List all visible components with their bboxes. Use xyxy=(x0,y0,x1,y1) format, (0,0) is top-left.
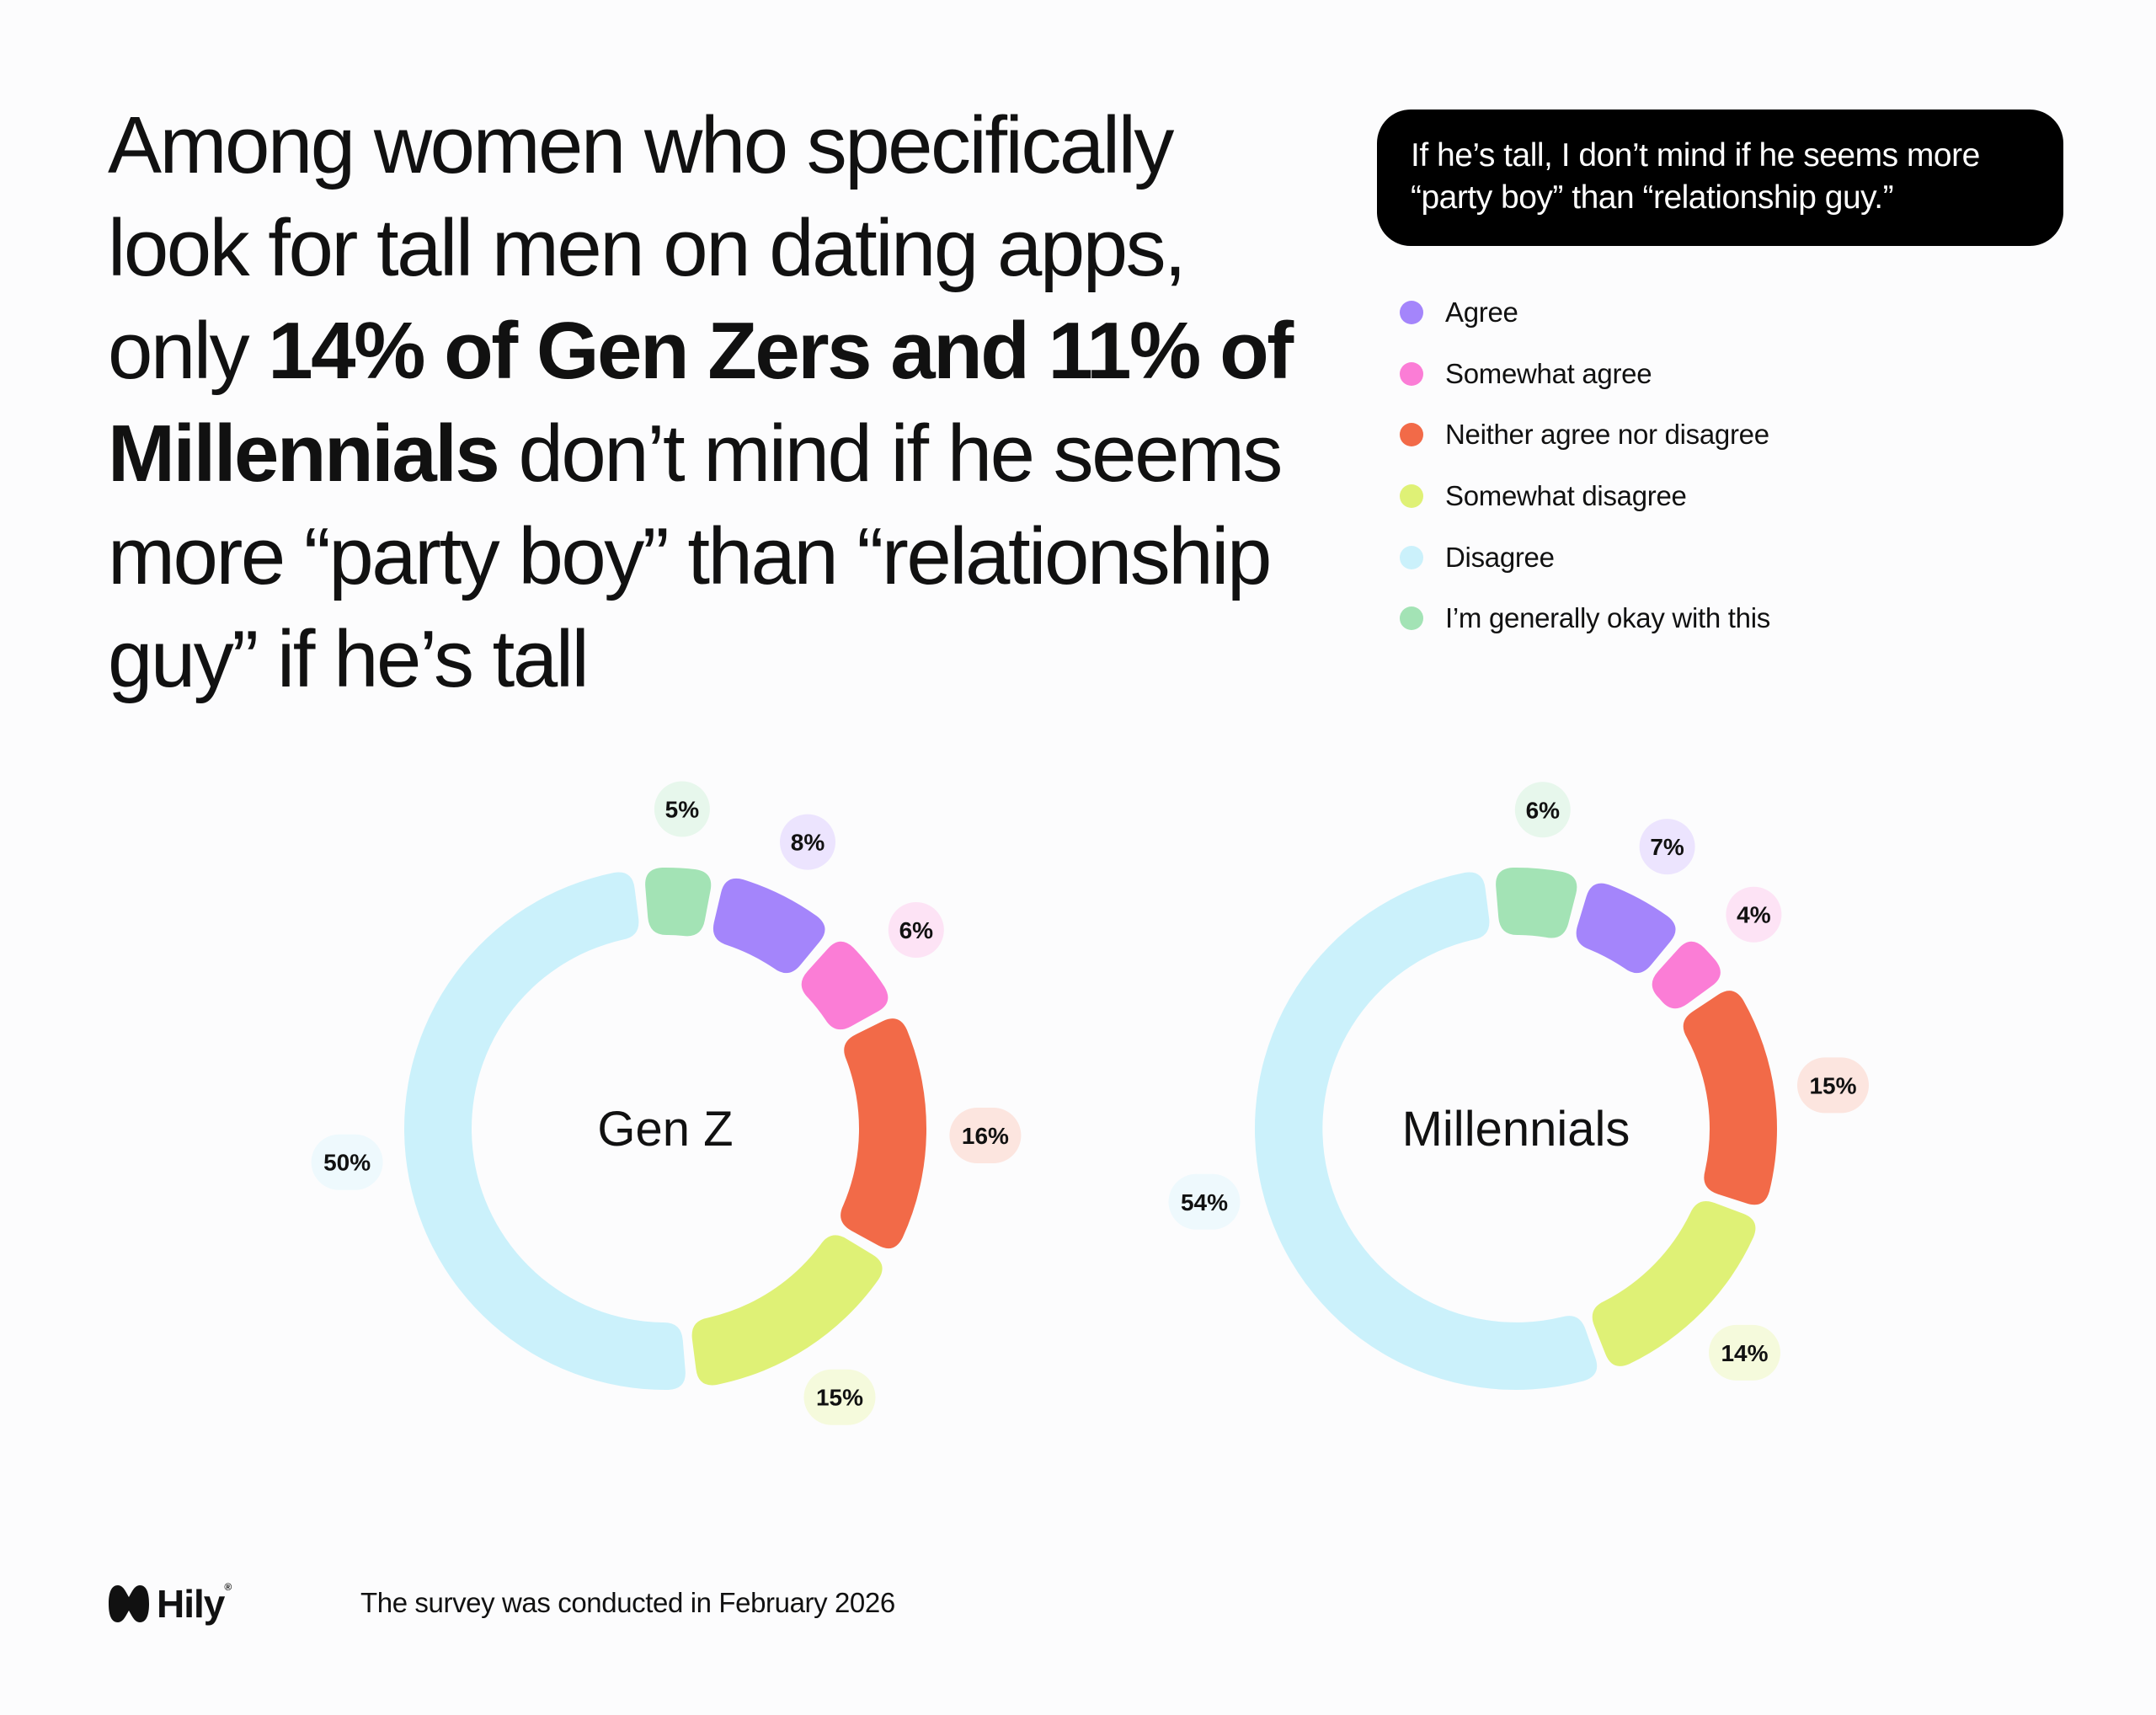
legend-label: Somewhat disagree xyxy=(1445,480,1687,512)
legend-dot xyxy=(1400,301,1423,325)
legend-label: Neither agree nor disagree xyxy=(1445,419,1769,451)
data-label-pill xyxy=(1168,1173,1241,1230)
data-label-pill xyxy=(888,902,944,958)
headline-part1: Among women who specifically look for ta… xyxy=(108,100,1187,396)
hily-logo: Hily® xyxy=(108,1579,232,1629)
headline-bold: 14% of Gen Zers and 11% of Millennials xyxy=(108,306,1294,499)
data-label: 15% xyxy=(1809,1072,1856,1098)
donut-slice xyxy=(1496,867,1577,938)
data-label: 8% xyxy=(791,830,825,856)
donut-slice xyxy=(1254,872,1598,1391)
donut-slice xyxy=(1683,991,1777,1205)
legend-label: I’m generally okay with this xyxy=(1445,602,1770,634)
data-label-pill xyxy=(780,814,835,870)
donut-slice xyxy=(1592,1201,1756,1366)
legend-item: Agree xyxy=(1400,282,1770,344)
legend: Agree Somewhat agree Neither agree nor d… xyxy=(1400,282,1770,649)
legend-label: Disagree xyxy=(1445,541,1555,573)
data-label-pill xyxy=(1639,819,1695,875)
donut-slice xyxy=(1576,883,1676,974)
legend-item: Somewhat disagree xyxy=(1400,466,1770,527)
data-label-pill xyxy=(1709,1324,1780,1381)
data-label-pill xyxy=(654,781,710,837)
legend-dot xyxy=(1400,545,1423,569)
data-label: 4% xyxy=(1737,902,1771,928)
legend-item: Disagree xyxy=(1400,526,1770,588)
data-label: 54% xyxy=(1181,1189,1228,1215)
donut-slice xyxy=(1652,941,1721,1009)
data-label-pill xyxy=(311,1134,383,1190)
legend-dot xyxy=(1400,606,1423,631)
question-box: If he’s tall, I don’t mind if he seems m… xyxy=(1377,110,2063,246)
headline-part2: don’t mind if he seems more “party boy” … xyxy=(108,409,1283,704)
legend-item: Neither agree nor disagree xyxy=(1400,404,1770,466)
data-label: 5% xyxy=(665,797,700,823)
data-label: 7% xyxy=(1650,834,1684,860)
donut-slice xyxy=(801,941,889,1030)
donut-center-label: Gen Z xyxy=(597,1102,733,1157)
legend-item: I’m generally okay with this xyxy=(1400,588,1770,649)
donut-chart: 5% 8% 6% 16% 15% 50% Gen Z xyxy=(311,781,1022,1425)
legend-label: Somewhat agree xyxy=(1445,357,1652,389)
donut-slice xyxy=(403,872,686,1391)
data-label: 15% xyxy=(816,1385,863,1411)
data-label-pill xyxy=(803,1369,876,1425)
legend-dot xyxy=(1400,484,1423,509)
donut-slice xyxy=(841,1018,927,1249)
donut-slice xyxy=(712,878,825,974)
question-text: If he’s tall, I don’t mind if he seems m… xyxy=(1411,137,1980,216)
data-label: 14% xyxy=(1721,1340,1768,1366)
data-label-pill xyxy=(949,1108,1022,1163)
legend-item: Somewhat agree xyxy=(1400,344,1770,405)
data-label-pill xyxy=(1514,782,1571,838)
data-label-pill xyxy=(1797,1057,1869,1114)
legend-dot xyxy=(1400,423,1423,447)
logo-word: Hily xyxy=(157,1582,225,1626)
data-label: 50% xyxy=(323,1150,371,1176)
data-label: 16% xyxy=(962,1123,1009,1149)
legend-label: Agree xyxy=(1445,297,1518,329)
data-label: 6% xyxy=(899,917,934,943)
donut-slice xyxy=(645,867,712,937)
logo-registered-mark: ® xyxy=(224,1581,232,1593)
donut-center-label: Millennials xyxy=(1402,1102,1630,1157)
data-label: 6% xyxy=(1526,797,1561,823)
legend-dot xyxy=(1400,361,1423,386)
hily-logo-icon xyxy=(109,1585,149,1622)
data-label-pill xyxy=(1726,886,1782,943)
donut-slice xyxy=(691,1235,883,1386)
headline: Among women who specifically look for ta… xyxy=(108,94,1329,711)
logo-text: Hily® xyxy=(157,1581,232,1627)
donut-chart: 6% 7% 4% 15% 14% 54% Millennials xyxy=(1168,782,1869,1391)
survey-note: The survey was conducted in February 202… xyxy=(360,1587,895,1618)
